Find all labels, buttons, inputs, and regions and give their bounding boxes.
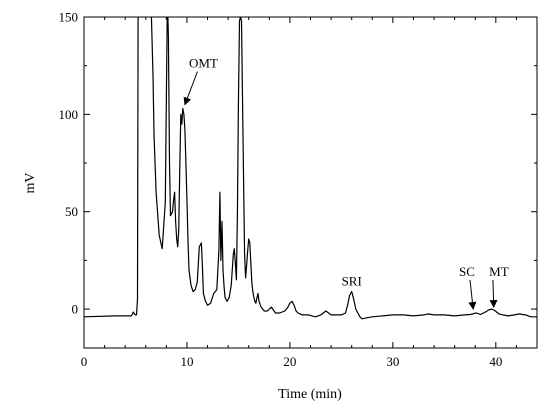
axis-ticks [83, 16, 538, 348]
x-tick-label: 20 [283, 354, 296, 369]
x-tick-label: 30 [386, 354, 399, 369]
series-layer [84, 17, 537, 320]
annotation-sc: SC [459, 264, 475, 279]
annotation-layer: OMT SRI SC MT [183, 56, 509, 310]
plot-frame [83, 16, 538, 349]
x-axis-label: Time (min) [278, 387, 342, 402]
chromatogram-trace [84, 17, 537, 320]
annotation-arrow-omt [183, 71, 198, 106]
y-tick-label: 50 [65, 204, 78, 219]
plot-border [83, 16, 538, 349]
annotation-mt: MT [489, 264, 509, 279]
annotation-arrow-sc [468, 279, 477, 310]
x-tick-label: 40 [489, 354, 502, 369]
x-tick-label: 0 [81, 354, 88, 369]
annotation-omt: OMT [189, 56, 218, 71]
annotation-arrow-mt [489, 279, 498, 309]
y-tick-label: 100 [59, 107, 79, 122]
axis-tick-labels: 0 10 20 30 40 0 50 100 150 [59, 10, 503, 370]
annotation-sri: SRI [342, 274, 362, 289]
y-tick-label: 0 [72, 302, 79, 317]
y-axis-label: mV [23, 173, 38, 194]
x-tick-label: 10 [180, 354, 193, 369]
y-tick-label: 150 [59, 10, 79, 25]
